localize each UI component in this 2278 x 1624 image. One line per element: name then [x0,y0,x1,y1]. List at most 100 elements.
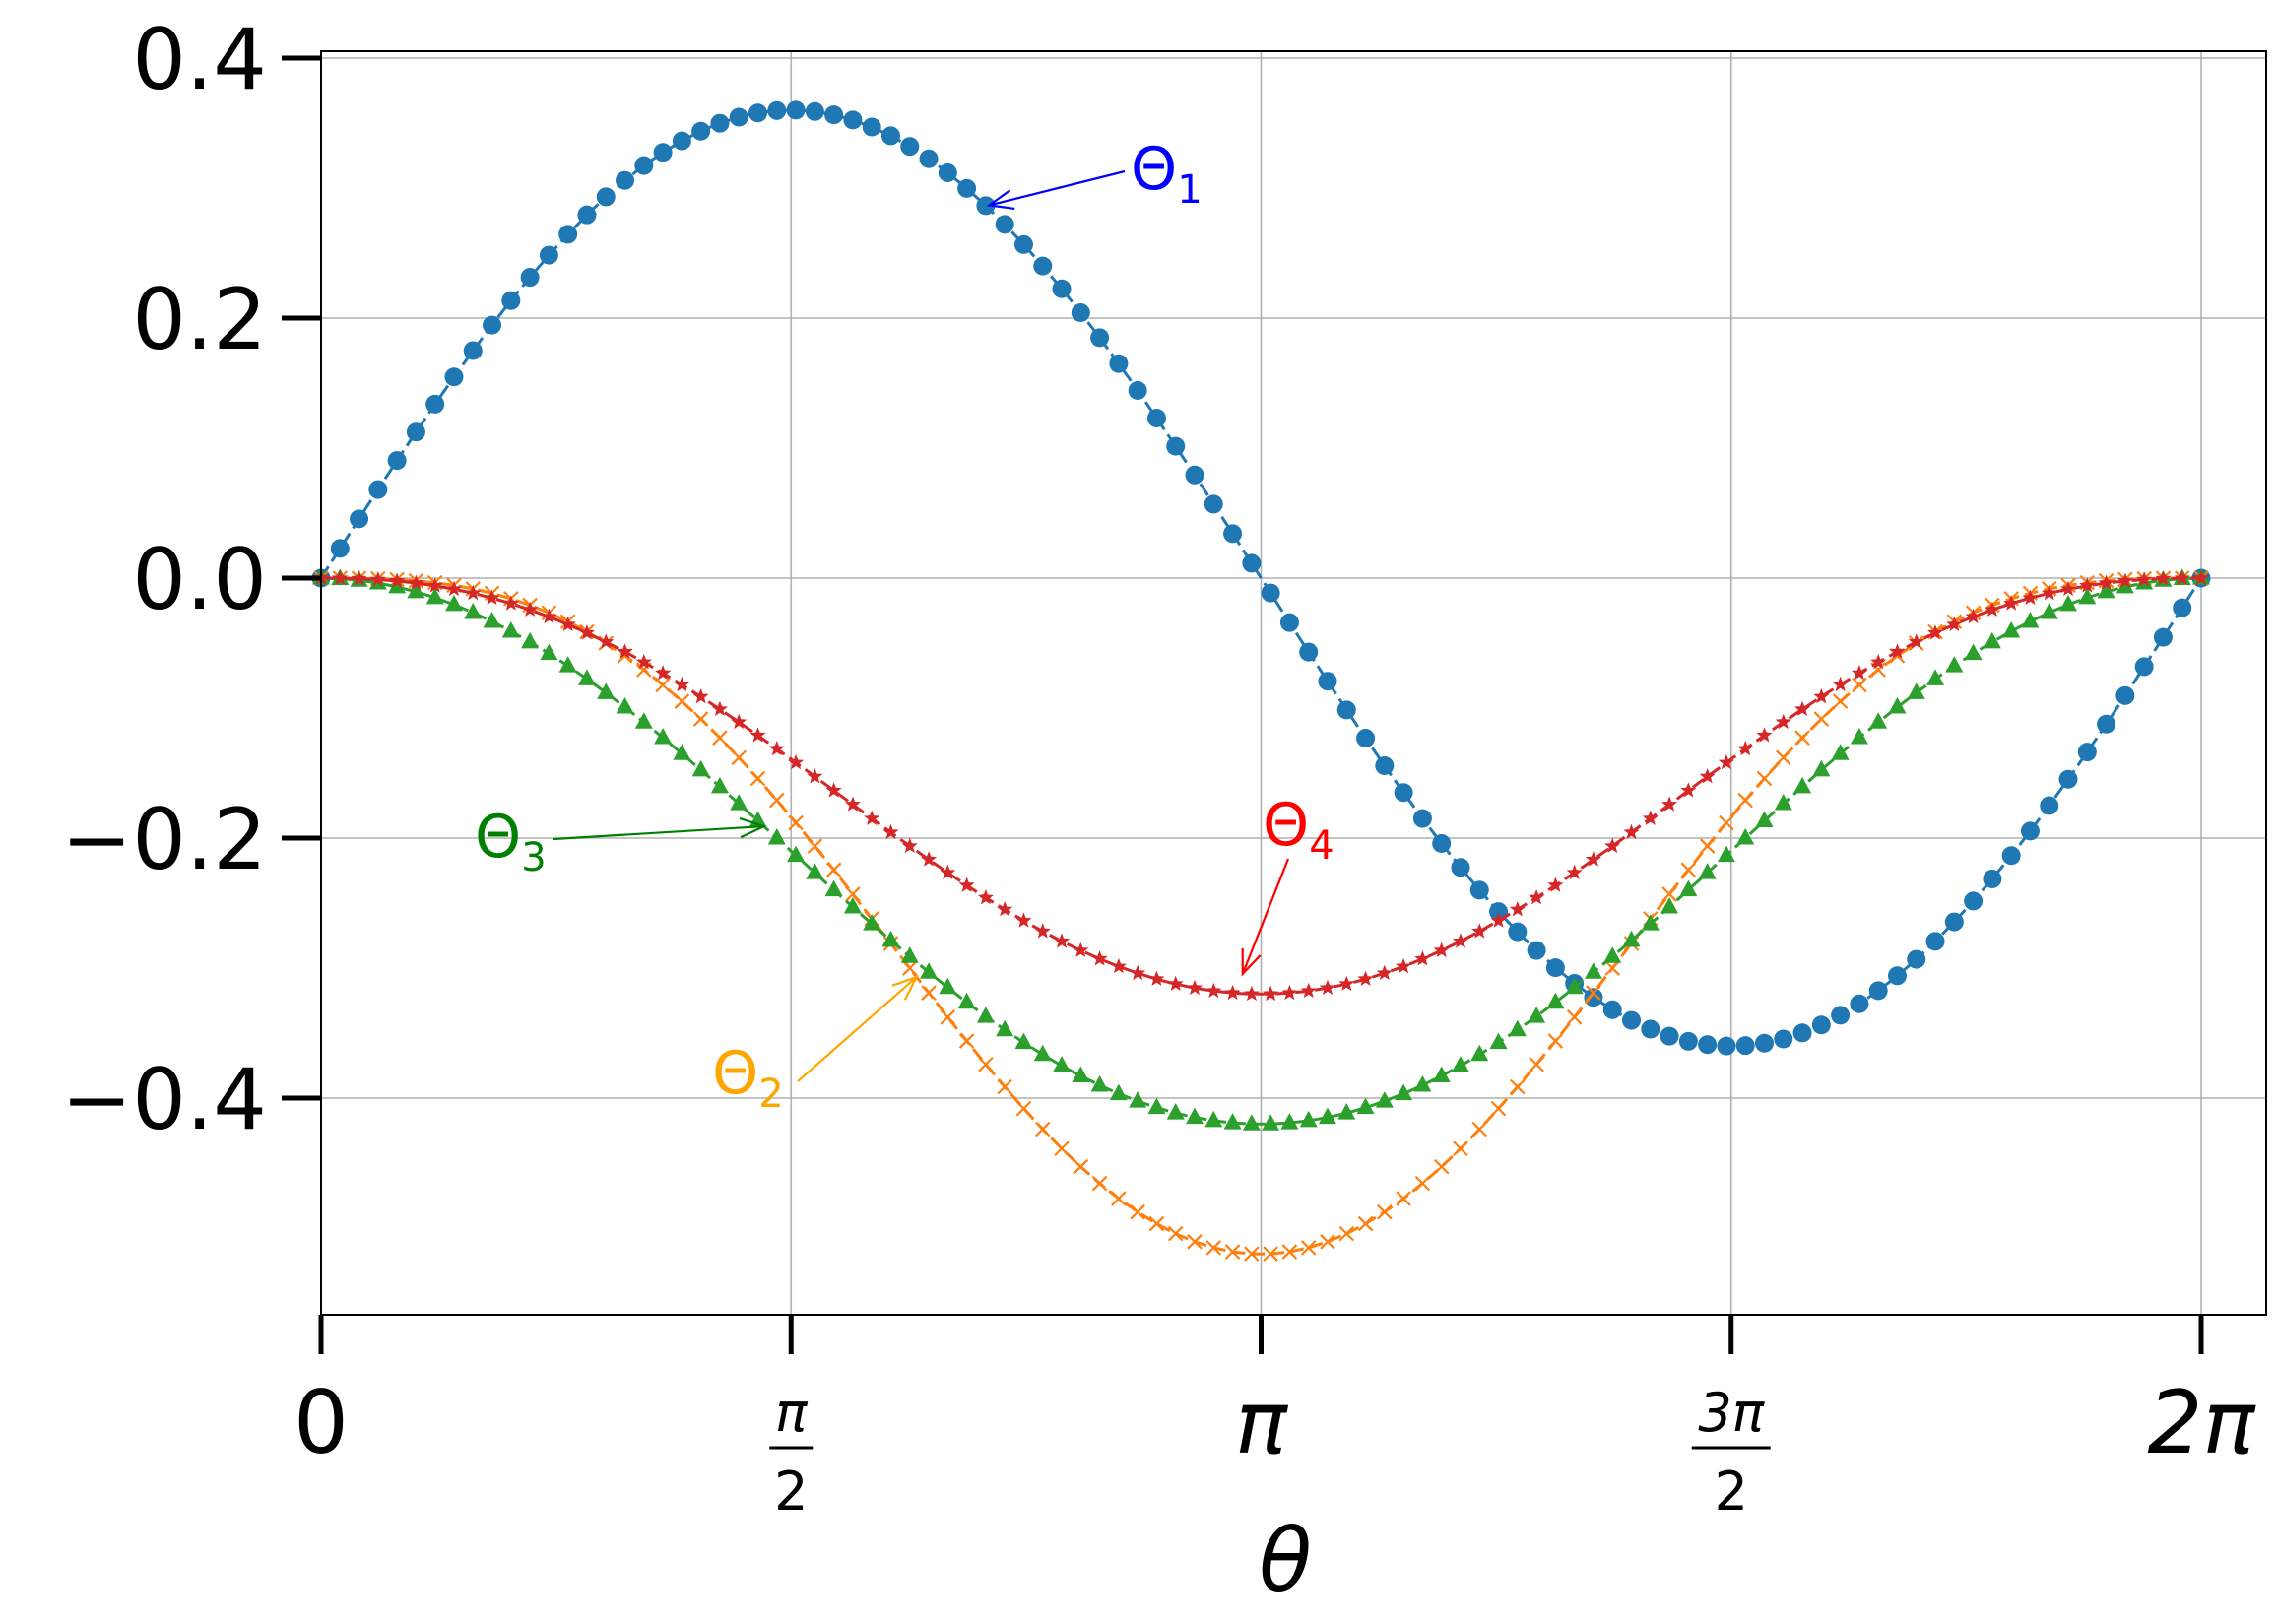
data-point [1263,1246,1278,1262]
data-point [2153,627,2173,647]
data-point [1377,1203,1393,1220]
data-point [1300,1240,1317,1256]
data-point [1242,1114,1261,1131]
data-point [1034,923,1051,939]
data-point [558,656,577,673]
annotation-arrow [1241,858,1290,975]
data-point [1545,958,1565,978]
data-point [1623,823,1640,840]
data-point [1604,960,1621,976]
data-point [1717,1036,1736,1056]
data-point [2040,796,2059,815]
data-point [425,587,444,605]
data-point [1412,809,1432,828]
data-point [1034,1121,1051,1137]
data-point [1243,985,1260,1002]
data-point [1794,730,1810,746]
data-point [786,100,806,120]
y-tick-label: 0.4 [132,11,267,109]
data-point [1584,962,1602,979]
data-point [406,422,425,442]
data-point [616,170,635,190]
data-point [2002,620,2021,638]
annotation-label: Θ1 [1131,135,1203,213]
annotation-arrow [797,976,918,1082]
data-point [1148,1215,1165,1232]
data-point [1130,964,1146,981]
data-point [921,851,938,867]
data-point [1205,1240,1222,1256]
data-point [976,196,996,216]
data-point [2079,577,2096,593]
data-point [1281,984,1298,1001]
x-tick-label: π [1235,1372,1289,1473]
data-point [900,946,919,963]
data-point [2059,594,2078,612]
data-point [2097,714,2116,734]
data-point [540,643,558,661]
data-point [995,215,1014,234]
data-point [692,711,709,727]
data-point [1964,643,1983,661]
data-point [1073,942,1089,957]
data-point [1603,946,1622,963]
data-point [1015,1100,1032,1117]
data-point [1147,1097,1166,1115]
data-point [1737,792,1753,809]
data-point [1547,877,1564,892]
data-point [1166,1103,1185,1120]
data-point [1414,950,1431,966]
data-point [1337,1103,1356,1120]
data-point [501,291,521,310]
data-point [1566,1009,1583,1025]
data-point [805,101,824,121]
data-point [1852,677,1867,693]
data-point [1451,858,1470,877]
data-point [919,149,939,168]
data-point [1944,912,1964,932]
annotation-arrow [553,824,764,841]
annotation-arrowhead [891,975,919,1001]
data-point [1090,1075,1109,1092]
data-point [1547,1033,1564,1049]
data-point [2001,846,2021,866]
data-point [997,901,1013,917]
data-point [1033,256,1053,276]
data-point [2115,576,2134,594]
data-point [1737,740,1754,756]
data-point [1223,524,1243,544]
data-point [1469,880,1489,900]
data-point [900,137,920,157]
annotation-label: Θ3 [475,803,547,880]
data-point [1091,1175,1108,1192]
data-point [1641,914,1660,931]
data-point [332,569,349,585]
data-point [1851,665,1867,681]
x-tick-label: 2π [2148,1372,2257,1473]
data-point [1471,923,1488,939]
data-point [1281,1244,1298,1260]
data-point [1776,749,1791,766]
data-point [2041,584,2057,601]
annotation-Θ2: Θ2 [712,975,919,1117]
data-point [1490,912,1507,928]
data-point [862,117,881,137]
data-point [2040,602,2058,619]
data-point [673,744,691,760]
data-point [1508,1019,1527,1037]
data-point [1661,796,1678,812]
series-line [319,108,2203,1048]
data-point [1262,1114,1280,1131]
data-point [1111,1191,1127,1206]
data-point [1813,688,1830,704]
data-point [2173,598,2192,617]
data-point [824,105,844,125]
series-line [320,576,2202,1126]
data-point [597,682,616,699]
data-point [1318,672,1337,691]
data-point [2020,821,2040,841]
data-point [1015,912,1032,928]
data-point [1396,1191,1411,1206]
